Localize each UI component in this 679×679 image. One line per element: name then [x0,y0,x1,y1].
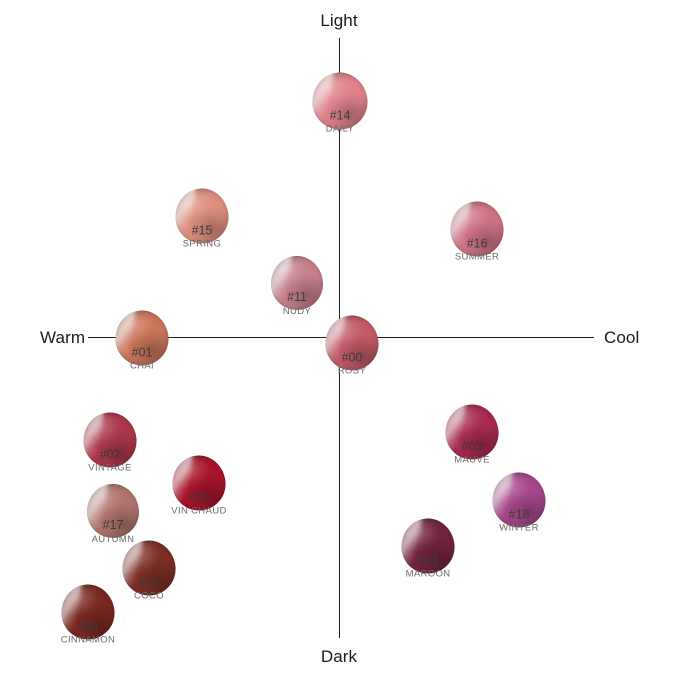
shade-swatch-caption: #03 MAUVE [454,439,490,466]
shade-swatch[interactable]: #02 VINTAGE [81,410,139,474]
shade-code: #16 [466,236,488,250]
shade-code: #05 [188,490,210,504]
shade-swatch-caption: #04 CINNAMON [61,619,116,646]
shade-swatch-caption: #11 NUDY [283,290,311,317]
shade-name: SUMMER [454,251,500,263]
shade-name: VIN CHAUD [171,505,227,517]
shade-swatch-caption: #18 WINTER [499,507,539,534]
shade-name: MAROON [405,568,451,580]
shade-name: AUTUMN [91,533,135,545]
shade-swatch[interactable]: #13 MAROON [399,516,457,580]
shade-swatch[interactable]: #15 SPRING [173,186,231,250]
shade-name: NUDY [282,305,312,317]
shade-code: #13 [417,553,439,567]
shade-swatch[interactable]: #01 CHAI [113,308,171,372]
shade-name: MAUVE [454,454,490,466]
shade-code: #04 [77,619,99,633]
shade-swatch-caption: #00 ROSY [338,350,366,377]
shade-swatch-caption: #14 DAILY [326,108,355,135]
shade-swatch-caption: #05 VIN CHAUD [171,490,226,517]
shade-swatch[interactable]: #14 DAILY [310,70,370,135]
shade-swatch-caption: #13 MAROON [406,553,451,580]
shade-code: #14 [329,108,351,122]
shade-swatch[interactable]: #11 NUDY [269,254,325,317]
shade-swatch-caption: #02 VINTAGE [88,447,131,474]
axis-label-warm: Warm [40,328,86,347]
axis-label-light: Light [320,11,358,30]
shade-swatch[interactable]: #16 SUMMER [448,199,506,263]
axis-label-cool: Cool [604,328,640,347]
shade-code: #03 [461,439,483,453]
shade-code: #00 [341,350,363,364]
axis-label-dark: Dark [320,647,358,666]
shade-name: DAILY [325,123,355,135]
shade-swatch[interactable]: #18 WINTER [490,470,548,534]
shade-swatch-caption: #17 AUTUMN [92,518,135,545]
shade-swatch[interactable]: #12 COCO [120,538,178,602]
shade-name: COCO [134,590,164,602]
shade-code: #18 [508,507,530,521]
shade-swatch-caption: #15 SPRING [183,223,222,250]
shade-swatch[interactable]: #04 CINNAMON [59,582,117,646]
shade-code: #17 [102,518,124,532]
shade-name: CHAI [129,360,155,372]
shade-swatch-caption: #01 CHAI [130,345,154,372]
shade-code: #01 [131,345,153,359]
shade-code: #02 [99,447,121,461]
shade-name: CINNAMON [60,634,116,646]
shade-name: WINTER [499,522,539,534]
shade-name: ROSY [337,365,367,377]
shade-swatch[interactable]: #00 ROSY [323,313,381,377]
shade-code: #12 [138,575,160,589]
shade-swatch[interactable]: #05 VIN CHAUD [170,453,228,517]
shade-name: SPRING [182,238,222,250]
shade-swatch-caption: #12 COCO [134,575,164,602]
shade-code: #15 [191,223,213,237]
shade-name: VINTAGE [88,462,132,474]
shade-swatch[interactable]: #17 AUTUMN [85,482,141,545]
shade-swatch[interactable]: #03 MAUVE [443,402,501,466]
shade-swatch-caption: #16 SUMMER [455,236,499,263]
shade-code: #11 [287,290,307,304]
